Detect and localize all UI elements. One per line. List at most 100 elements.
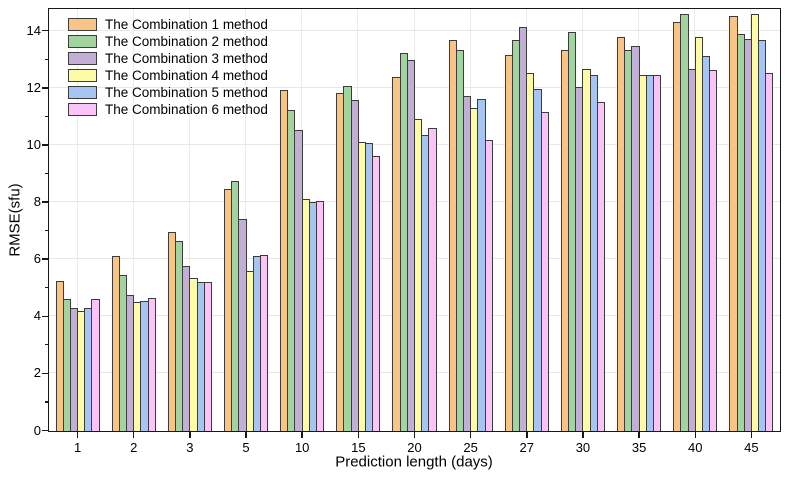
x-tick-label: 35 [631, 440, 647, 455]
bar-series6-x45 [765, 73, 774, 431]
bar-series6-x20 [428, 127, 437, 431]
y-tick-label: 0 [33, 422, 41, 438]
bar-group-25 [442, 9, 498, 431]
y-major-tick [42, 144, 48, 146]
legend-swatch-series4 [68, 69, 97, 82]
y-tick-label: 2 [33, 365, 41, 381]
x-major-tick [694, 432, 697, 438]
x-tick-label: 20 [407, 440, 422, 455]
legend-label: The Combination 3 method [105, 51, 268, 66]
bar-group-5 [217, 9, 273, 431]
x-tick-label: 5 [242, 440, 250, 455]
x-tick-label: 2 [130, 440, 138, 455]
x-major-tick [638, 432, 640, 438]
y-tick-label: 8 [33, 194, 41, 209]
v-gridline [132, 9, 134, 431]
legend-row: The Combination 5 method [68, 84, 268, 101]
y-minor-tick [44, 229, 48, 232]
bar-series6-x27 [540, 111, 549, 431]
bar-group-3 [161, 9, 217, 431]
x-major-tick [413, 432, 416, 438]
bar-group-35 [611, 9, 667, 431]
legend-row: The Combination 1 method [68, 16, 268, 33]
y-major-tick [42, 29, 48, 32]
legend: The Combination 1 method The Combination … [68, 16, 268, 118]
y-major-tick [42, 87, 48, 89]
y-minor-tick [44, 58, 48, 60]
y-tick-label: 12 [26, 79, 41, 95]
legend-row: The Combination 2 method [68, 33, 268, 50]
bar-group-2 [105, 9, 161, 431]
bar-series6-x5 [259, 254, 269, 431]
bar-series6-x30 [596, 101, 605, 431]
y-minor-tick [44, 401, 48, 403]
x-major-tick [750, 432, 753, 438]
bar-group-40 [667, 9, 723, 431]
bar-group-1 [49, 9, 105, 431]
x-major-tick [189, 432, 191, 438]
x-major-tick [301, 432, 303, 438]
bar-series6-x15 [372, 156, 381, 431]
legend-swatch-series5 [68, 86, 97, 99]
bar-series6-x40 [709, 70, 718, 431]
x-tick-label: 40 [688, 440, 703, 455]
y-minor-tick [44, 115, 48, 117]
y-major-tick [42, 201, 48, 203]
legend-swatch-series3 [68, 52, 97, 65]
legend-label: The Combination 2 method [105, 34, 268, 49]
legend-row: The Combination 4 method [68, 67, 268, 84]
x-axis-title: Prediction length (days) [335, 453, 493, 471]
legend-label: The Combination 5 method [105, 85, 268, 100]
x-tick-label: 15 [351, 440, 366, 455]
x-major-tick [245, 432, 247, 438]
bar-group-45 [723, 9, 779, 431]
y-major-tick [42, 372, 48, 375]
x-tick-label: 25 [463, 440, 478, 455]
bar-group-20 [386, 9, 442, 431]
y-major-tick [42, 258, 48, 260]
h-gridline [49, 29, 780, 31]
legend-label: The Combination 6 method [105, 102, 268, 117]
legend-label: The Combination 1 method [105, 17, 268, 32]
bar-series6-x35 [652, 74, 662, 431]
x-major-tick [132, 432, 135, 438]
bar-series6-x1 [91, 299, 100, 431]
y-minor-tick [44, 172, 48, 175]
x-major-tick [76, 432, 79, 438]
bar-series6-x2 [147, 297, 156, 431]
bar-series6-x3 [203, 282, 212, 431]
y-tick-label: 10 [26, 136, 41, 152]
legend-swatch-series6 [68, 103, 97, 116]
x-tick-label: 30 [575, 440, 591, 455]
bar-group-30 [554, 9, 610, 431]
bar-group-10 [274, 9, 330, 431]
v-gridline [76, 9, 78, 431]
legend-row: The Combination 6 method [68, 101, 268, 118]
legend-swatch-series2 [68, 35, 97, 48]
x-major-tick [357, 432, 360, 438]
legend-swatch-series1 [68, 18, 97, 31]
y-tick-label: 6 [33, 251, 41, 267]
x-tick-label: 45 [744, 440, 759, 455]
y-major-tick [42, 315, 48, 317]
y-tick-label: 4 [33, 308, 41, 324]
x-major-tick [582, 432, 584, 438]
bar-group-15 [330, 9, 386, 431]
y-minor-tick [44, 287, 48, 289]
y-major-tick [42, 429, 48, 432]
v-gridline [188, 9, 190, 431]
x-tick-label: 10 [294, 440, 310, 455]
x-tick-label: 27 [519, 440, 535, 455]
x-tick-label: 1 [73, 440, 82, 455]
x-major-tick [526, 432, 528, 438]
bar-series6-x10 [316, 200, 325, 431]
legend-row: The Combination 3 method [68, 50, 268, 67]
x-major-tick [469, 432, 472, 438]
plot-area: The Combination 1 method The Combination … [48, 8, 781, 432]
bar-series6-x25 [484, 140, 493, 431]
bar-group-27 [498, 9, 554, 431]
x-tick-label: 3 [186, 440, 194, 455]
y-minor-tick [44, 344, 48, 346]
legend-label: The Combination 4 method [105, 68, 268, 83]
